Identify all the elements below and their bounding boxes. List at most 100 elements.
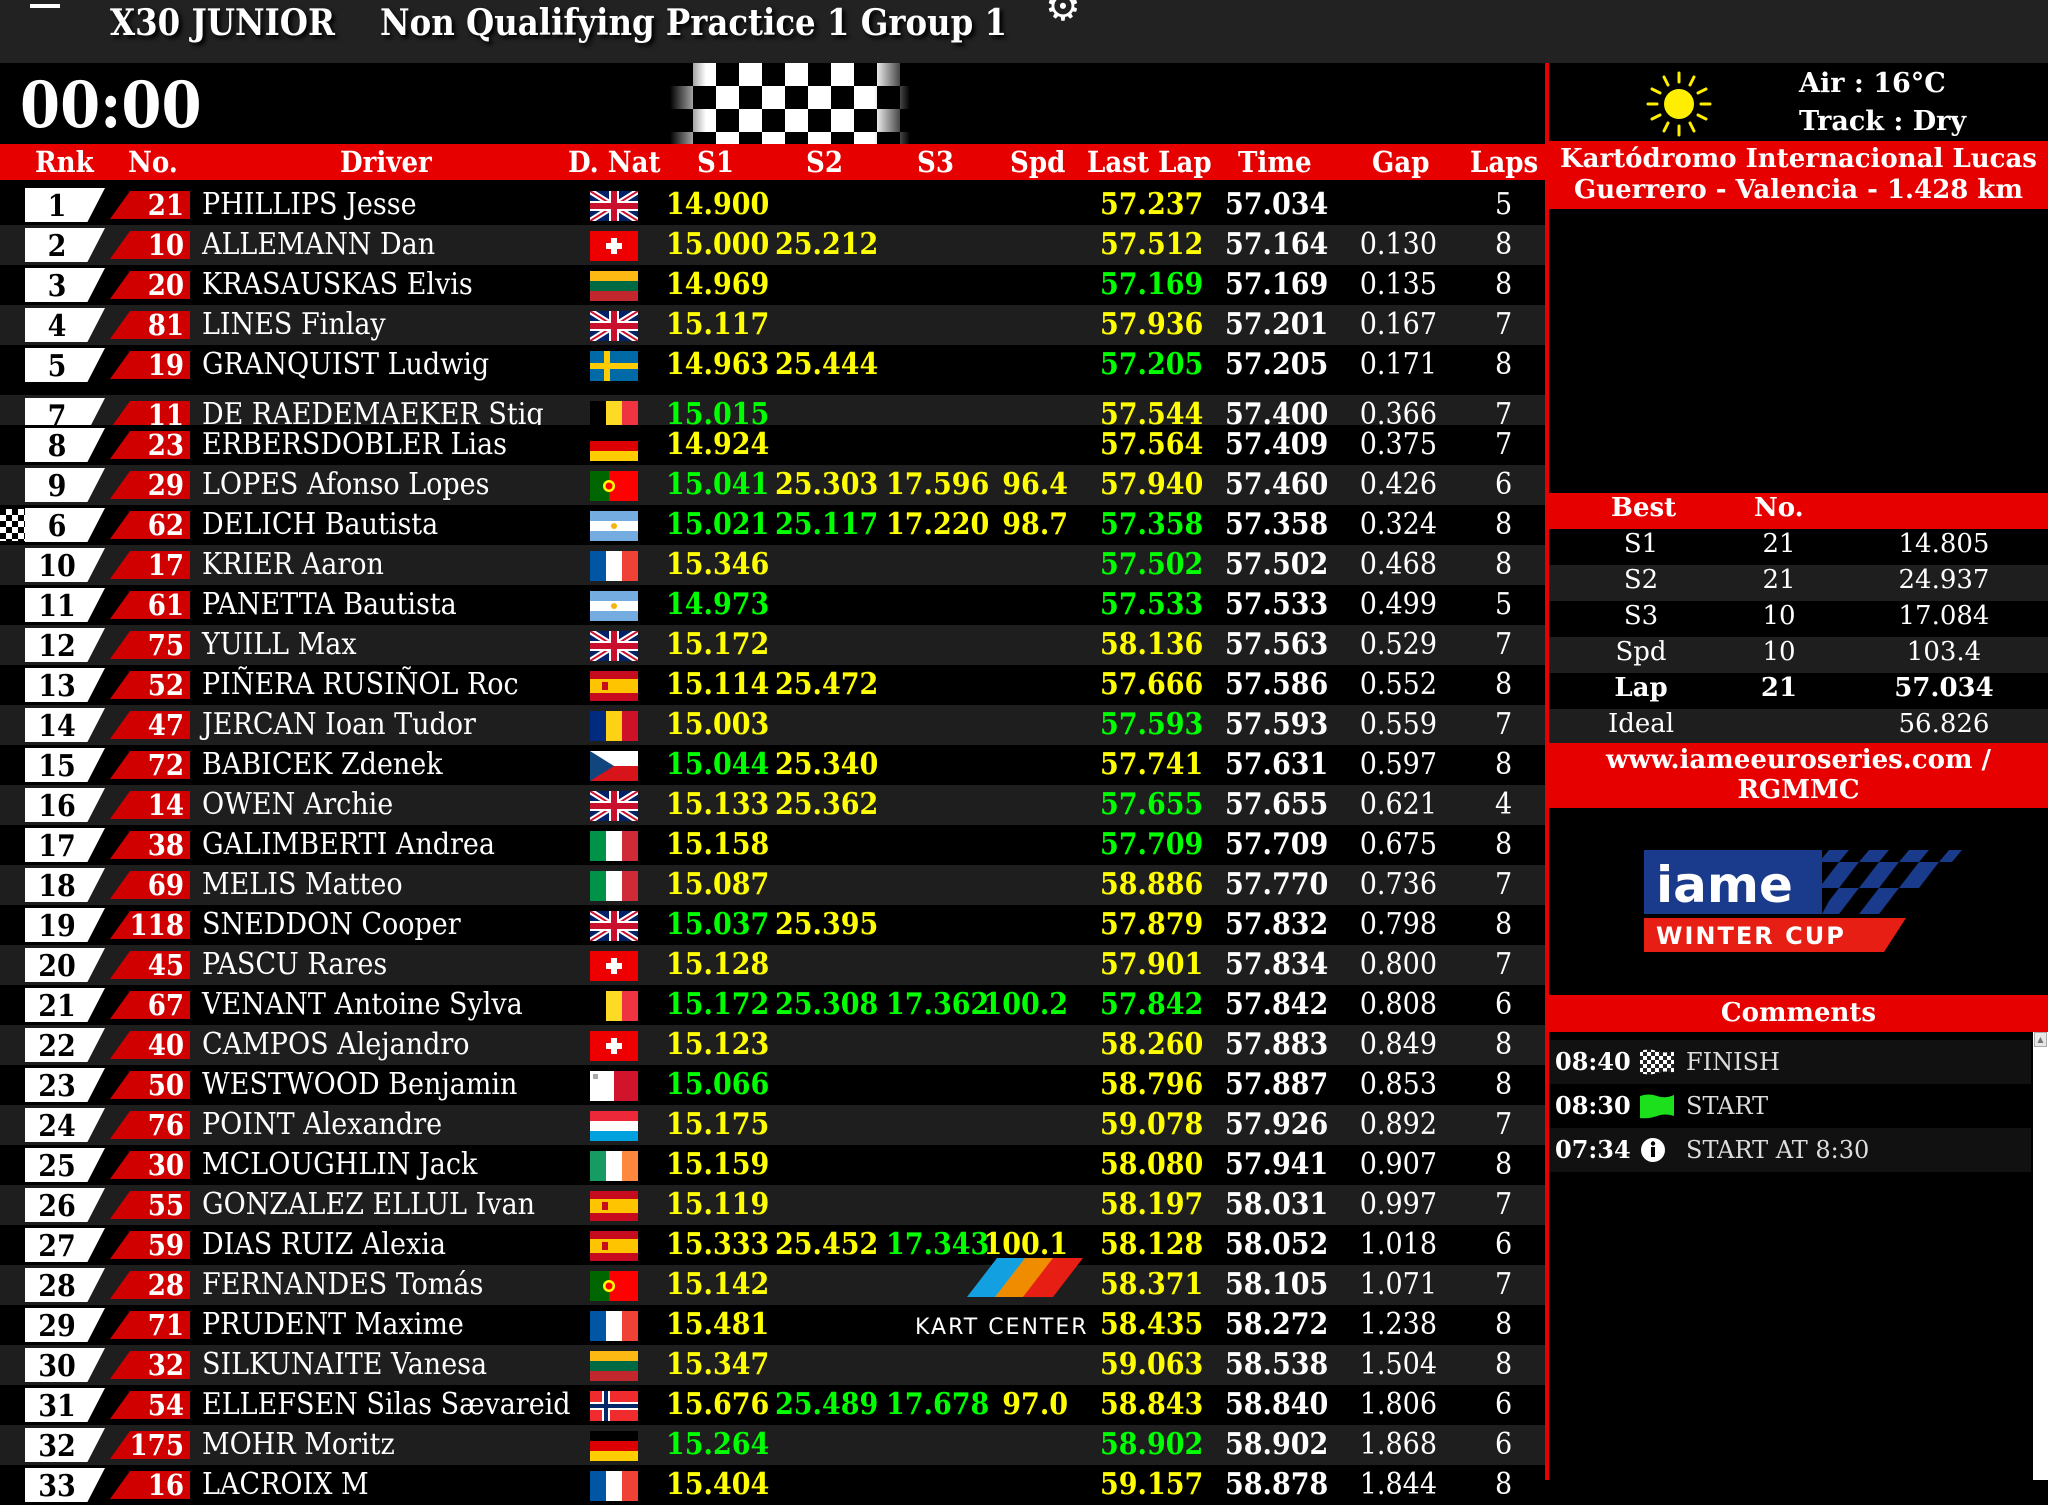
driver-name[interactable]: WESTWOOD Benjamin [202, 1067, 518, 1102]
table-row[interactable]: 26 55 GONZALEZ ELLUL Ivan 15.119 58.197 58.03… [0, 1185, 1545, 1225]
driver-name[interactable]: PANETTA Bautista [202, 587, 457, 622]
kart-number-badge: 76 [110, 1111, 190, 1139]
table-row[interactable]: 21 67 VENANT Antoine Sylva 15.172 25.308 17.3… [0, 985, 1545, 1025]
table-row[interactable]: 16 14 OWEN Archie 15.133 25.362 57.655 57.655 0… [0, 785, 1545, 825]
flag-icon-ch [590, 231, 638, 261]
table-row[interactable]: 15 72 BABICEK Zdenek 15.044 25.340 57.741 57.6… [0, 745, 1545, 785]
gear-icon[interactable]: ⚙ [1045, 0, 1081, 30]
table-row[interactable]: 4 81 LINES Finlay 15.117 57.936 57.201 0.167 7 [0, 305, 1545, 345]
driver-name[interactable]: KRIER Aaron [202, 547, 384, 582]
table-row[interactable]: 13 52 PIÑERA RUSIÑOL Roc 15.114 25.472 57.666… [0, 665, 1545, 705]
table-row[interactable]: 29 71 PRUDENT Maxime 15.481 58.435 58.272 1.23… [0, 1305, 1545, 1345]
table-row[interactable]: 5 19 GRANQUIST Ludwig 14.963 25.444 57.205 57.… [0, 345, 1545, 385]
driver-name[interactable]: ALLEMANN Dan [202, 227, 436, 262]
table-row[interactable]: 27 59 DIAS RUIZ Alexia 15.333 25.452 17.343 10… [0, 1225, 1545, 1265]
driver-name[interactable]: LOPES Afonso Lopes [202, 467, 490, 502]
table-row[interactable]: 12 75 YUILL Max 15.172 58.136 57.563 0.529 7 [0, 625, 1545, 665]
flag-icon-se [590, 351, 638, 381]
kart-number-badge: 72 [110, 751, 190, 779]
comments-scrollbar[interactable]: ▲ [2033, 1032, 2048, 1480]
last-lap: 57.901 [1100, 947, 1204, 982]
table-row[interactable]: 2 10 ALLEMANN Dan 15.000 25.212 57.512 57.164 0… [0, 225, 1545, 265]
kart-number-badge: 175 [110, 1431, 190, 1459]
driver-name[interactable]: DELICH Bautista [202, 507, 439, 542]
table-row[interactable]: 19 118 SNEDDON Cooper 15.037 25.395 57.879 57.… [0, 905, 1545, 945]
driver-name[interactable]: YUILL Max [202, 627, 357, 662]
table-row[interactable]: 30 32 SILKUNAITE Vanesa 15.347 59.063 58.538 1… [0, 1345, 1545, 1385]
col-nat: D. Nat [568, 145, 661, 179]
driver-name[interactable]: POINT Alexandre [202, 1107, 443, 1142]
kart-number-badge: 81 [110, 311, 190, 339]
website-banner[interactable]: www.iameeuroseries.com / RGMMC [1549, 743, 2048, 808]
table-row[interactable]: 31 54 ELLEFSEN Silas Sævareid 15.676 25.489 1… [0, 1385, 1545, 1425]
table-row[interactable]: 20 45 PASCU Rares 15.128 57.901 57.834 0.800 7 [0, 945, 1545, 985]
weather-box: Air : 16°C Track : Dry [1549, 63, 2048, 141]
kart-number-badge: 62 [110, 511, 190, 539]
laps: 5 [1495, 587, 1513, 622]
best-time: 57.832 [1225, 907, 1329, 942]
last-lap: 57.879 [1100, 907, 1204, 942]
hamburger-icon[interactable] [30, 0, 60, 8]
driver-name[interactable]: PHILLIPS Jesse [202, 187, 417, 222]
table-row[interactable]: 6 62 DELICH Bautista 15.021 25.117 17.220 98.7… [0, 505, 1545, 545]
laps: 8 [1495, 267, 1513, 302]
gap: 1.844 [1359, 1467, 1437, 1502]
kart-number-badge: 67 [110, 991, 190, 1019]
driver-name[interactable]: VENANT Antoine Sylva [202, 987, 523, 1022]
table-row[interactable]: 33 16 LACROIX M 15.404 59.157 58.878 1.844 8 [0, 1465, 1545, 1505]
table-row[interactable]: 7 11 DE RAEDEMAEKER Stig 15.015 57.544 57.400… [0, 395, 1545, 425]
driver-name[interactable]: DE RAEDEMAEKER Stig [202, 397, 544, 425]
driver-name[interactable]: KRASAUSKAS Elvis [202, 267, 473, 302]
driver-name[interactable]: ERBERSDOBLER Lias [202, 427, 507, 462]
flag-icon-es [590, 1191, 638, 1221]
driver-name[interactable]: MOHR Moritz [202, 1427, 395, 1462]
table-row[interactable]: 11 61 PANETTA Bautista 14.973 57.533 57.533 0.… [0, 585, 1545, 625]
col-laps: Laps [1470, 145, 1539, 179]
table-row[interactable]: 32 175 MOHR Moritz 15.264 58.902 58.902 1.868 6 [0, 1425, 1545, 1465]
driver-name[interactable]: DIAS RUIZ Alexia [202, 1227, 446, 1262]
speed: 97.0 [1002, 1387, 1068, 1422]
driver-name[interactable]: PRUDENT Maxime [202, 1307, 464, 1342]
driver-name[interactable]: CAMPOS Alejandro [202, 1027, 470, 1062]
kart-number-badge: 50 [110, 1071, 190, 1099]
best-time: 57.533 [1225, 587, 1329, 622]
rank-badge: 2 [25, 228, 105, 262]
driver-name[interactable]: OWEN Archie [202, 787, 394, 822]
driver-name[interactable]: JERCAN Ioan Tudor [202, 707, 476, 742]
table-row[interactable]: 14 47 JERCAN Ioan Tudor 15.003 57.593 57.593 0… [0, 705, 1545, 745]
table-row[interactable]: 8 23 ERBERSDOBLER Lias 14.924 57.564 57.409 0.… [0, 425, 1545, 465]
last-lap: 57.544 [1100, 397, 1204, 425]
table-row[interactable]: 17 38 GALIMBERTI Andrea 15.158 57.709 57.709 0… [0, 825, 1545, 865]
driver-name[interactable]: ELLEFSEN Silas Sævareid [202, 1387, 571, 1422]
best-time: 57.034 [1225, 187, 1329, 222]
driver-name[interactable]: FERNANDES Tomás [202, 1267, 484, 1302]
driver-name[interactable]: LACROIX M [202, 1467, 369, 1502]
driver-name[interactable]: GRANQUIST Ludwig [202, 347, 490, 382]
driver-name[interactable]: GALIMBERTI Andrea [202, 827, 495, 862]
table-row[interactable]: 3 20 KRASAUSKAS Elvis 14.969 57.169 57.169 0.1… [0, 265, 1545, 305]
driver-name[interactable]: GONZALEZ ELLUL Ivan [202, 1187, 536, 1222]
kart-number-badge: 38 [110, 831, 190, 859]
right-panel: Air : 16°C Track : Dry Kartódromo Intern… [1545, 63, 2048, 1480]
table-row[interactable]: 23 50 WESTWOOD Benjamin 15.066 58.796 57.887 0… [0, 1065, 1545, 1105]
driver-name[interactable]: SNEDDON Cooper [202, 907, 461, 942]
table-row[interactable]: 18 69 MELIS Matteo 15.087 58.886 57.770 0.736 7 [0, 865, 1545, 905]
driver-name[interactable]: LINES Finlay [202, 307, 386, 342]
table-row[interactable]: 1 21 PHILLIPS Jesse 14.900 57.237 57.034 5 [0, 185, 1545, 225]
table-row[interactable]: 22 40 CAMPOS Alejandro 15.123 58.260 57.883 0.… [0, 1025, 1545, 1065]
table-row[interactable]: 25 30 MCLOUGHLIN Jack 15.159 58.080 57.941 0.9… [0, 1145, 1545, 1185]
driver-name[interactable]: MCLOUGHLIN Jack [202, 1147, 478, 1182]
table-row[interactable]: 10 17 KRIER Aaron 15.346 57.502 57.502 0.468 8 [0, 545, 1545, 585]
rank-badge: 11 [25, 588, 105, 622]
driver-name[interactable]: PIÑERA RUSIÑOL Roc [202, 667, 519, 702]
table-row[interactable]: 28 28 FERNANDES Tomás 15.142 58.371 58.105 1.0… [0, 1265, 1545, 1305]
driver-name[interactable]: BABICEK Zdenek [202, 747, 443, 782]
scroll-up-button[interactable]: ▲ [2034, 1032, 2047, 1047]
driver-name[interactable]: SILKUNAITE Vanesa [202, 1347, 488, 1382]
table-row[interactable]: 24 76 POINT Alexandre 15.175 59.078 57.926 0.8… [0, 1105, 1545, 1145]
driver-name[interactable]: PASCU Rares [202, 947, 388, 982]
session-timer: 00:00 [20, 68, 202, 143]
col-time: Time [1238, 145, 1312, 179]
driver-name[interactable]: MELIS Matteo [202, 867, 403, 902]
table-row[interactable]: 9 29 LOPES Afonso Lopes 15.041 25.303 17.596 9… [0, 465, 1545, 505]
